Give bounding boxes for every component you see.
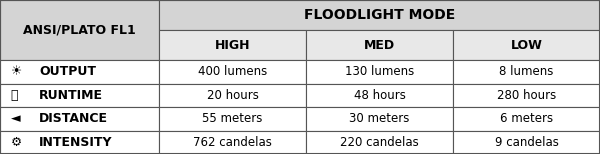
Text: ◄: ◄ — [11, 112, 20, 125]
Bar — [306, 84, 453, 107]
Bar — [0, 131, 159, 154]
Text: RUNTIME: RUNTIME — [39, 89, 103, 102]
Text: ANSI/PLATO FL1: ANSI/PLATO FL1 — [23, 24, 136, 36]
Bar — [0, 84, 159, 107]
Text: ⏱: ⏱ — [11, 89, 18, 102]
Text: LOW: LOW — [511, 38, 542, 52]
Bar — [306, 30, 453, 60]
Text: 280 hours: 280 hours — [497, 89, 556, 102]
Bar — [453, 30, 600, 60]
Bar — [306, 107, 453, 131]
Text: MED: MED — [364, 38, 395, 52]
Text: 8 lumens: 8 lumens — [499, 65, 554, 78]
Text: 48 hours: 48 hours — [353, 89, 406, 102]
Text: 30 meters: 30 meters — [349, 112, 410, 125]
Bar — [306, 131, 453, 154]
Bar — [0, 60, 159, 84]
Text: 9 candelas: 9 candelas — [494, 136, 559, 149]
Text: ⚙: ⚙ — [11, 136, 22, 149]
Bar — [159, 60, 306, 84]
Text: OUTPUT: OUTPUT — [39, 65, 96, 78]
Bar — [0, 0, 159, 60]
Text: ☀: ☀ — [11, 65, 22, 78]
Bar — [0, 107, 159, 131]
Text: INTENSITY: INTENSITY — [39, 136, 113, 149]
Text: 20 hours: 20 hours — [206, 89, 259, 102]
Bar — [159, 30, 306, 60]
Bar — [159, 84, 306, 107]
Text: 220 candelas: 220 candelas — [340, 136, 419, 149]
Bar — [453, 60, 600, 84]
Bar — [159, 131, 306, 154]
Bar — [306, 60, 453, 84]
Text: HIGH: HIGH — [215, 38, 250, 52]
Bar — [159, 107, 306, 131]
Text: 762 candelas: 762 candelas — [193, 136, 272, 149]
Bar — [453, 84, 600, 107]
Text: 55 meters: 55 meters — [202, 112, 263, 125]
Text: 6 meters: 6 meters — [500, 112, 553, 125]
Bar — [453, 107, 600, 131]
Text: 130 lumens: 130 lumens — [345, 65, 414, 78]
Bar — [453, 131, 600, 154]
Text: FLOODLIGHT MODE: FLOODLIGHT MODE — [304, 8, 455, 22]
Bar — [159, 0, 600, 30]
Text: 400 lumens: 400 lumens — [198, 65, 267, 78]
Text: DISTANCE: DISTANCE — [39, 112, 108, 125]
